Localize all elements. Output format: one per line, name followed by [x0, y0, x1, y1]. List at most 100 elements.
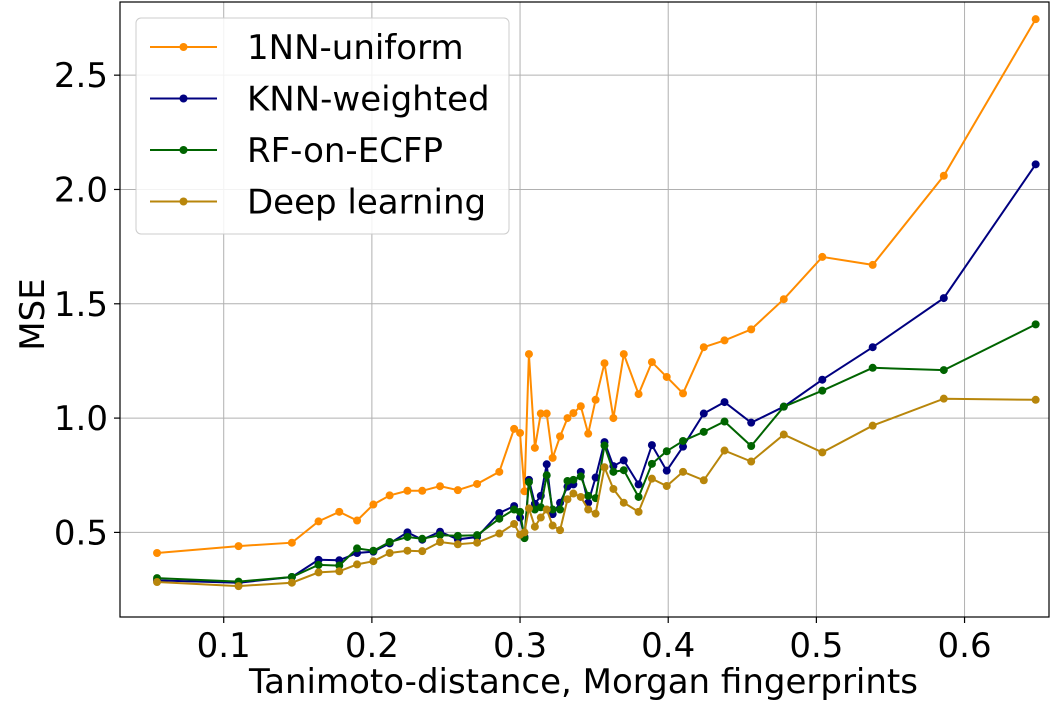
data-point-1nn-uniform — [335, 507, 344, 516]
data-point-rf-on-ecfp — [548, 505, 557, 514]
data-point-deep-learning — [453, 540, 462, 549]
data-point-rf-on-ecfp — [679, 436, 688, 445]
data-point-deep-learning — [385, 548, 394, 557]
data-point-rf-on-ecfp — [418, 534, 427, 543]
legend-swatch-marker — [179, 146, 188, 154]
data-point-rf-on-ecfp — [747, 441, 756, 450]
data-point-1nn-uniform — [868, 260, 877, 269]
data-point-1nn-uniform — [287, 538, 296, 547]
data-point-rf-on-ecfp — [473, 531, 482, 540]
data-point-rf-on-ecfp — [314, 560, 323, 569]
data-point-1nn-uniform — [591, 395, 600, 404]
data-point-1nn-uniform — [647, 358, 656, 367]
data-point-1nn-uniform — [634, 390, 643, 399]
data-point-knn-weighted — [679, 442, 688, 451]
data-point-deep-learning — [314, 568, 323, 577]
legend-entry: 1NN-uniform — [150, 28, 464, 68]
data-point-rf-on-ecfp — [335, 561, 344, 570]
data-point-deep-learning — [584, 505, 593, 514]
data-point-deep-learning — [563, 495, 572, 504]
data-point-1nn-uniform — [600, 359, 609, 368]
data-point-rf-on-ecfp — [647, 459, 656, 468]
x-tick-label: 0.5 — [789, 626, 843, 666]
y-tick-label: 1.5 — [54, 285, 108, 325]
data-point-deep-learning — [418, 547, 427, 556]
data-point-rf-on-ecfp — [818, 386, 827, 395]
data-point-1nn-uniform — [436, 482, 445, 491]
data-point-rf-on-ecfp — [868, 363, 877, 372]
data-point-1nn-uniform — [314, 517, 323, 526]
data-point-rf-on-ecfp — [662, 447, 671, 456]
data-point-rf-on-ecfp — [600, 441, 609, 450]
data-point-deep-learning — [473, 538, 482, 547]
plot-frame — [119, 1, 1050, 618]
data-point-1nn-uniform — [418, 486, 427, 495]
data-point-deep-learning — [662, 481, 671, 490]
legend-entry: Deep learning — [150, 183, 486, 223]
data-point-rf-on-ecfp — [569, 475, 578, 484]
data-point-deep-learning — [548, 521, 557, 530]
data-point-1nn-uniform — [524, 350, 533, 359]
data-point-1nn-uniform — [569, 409, 578, 418]
data-point-deep-learning — [520, 528, 529, 537]
legend-label: 1NN-uniform — [247, 28, 464, 68]
data-point-1nn-uniform — [153, 548, 162, 557]
data-point-rf-on-ecfp — [609, 467, 618, 476]
data-point-1nn-uniform — [939, 171, 948, 180]
data-point-1nn-uniform — [662, 372, 671, 381]
data-point-1nn-uniform — [530, 443, 539, 452]
legend-label: RF-on-ECFP — [247, 131, 443, 171]
data-point-deep-learning — [1031, 395, 1040, 404]
data-point-rf-on-ecfp — [516, 507, 525, 516]
data-point-rf-on-ecfp — [1031, 320, 1040, 329]
data-point-1nn-uniform — [584, 429, 593, 438]
data-point-deep-learning — [510, 519, 519, 528]
data-point-deep-learning — [530, 522, 539, 531]
data-point-deep-learning — [576, 492, 585, 501]
data-point-rf-on-ecfp — [524, 478, 533, 487]
y-tick-label: 2.5 — [54, 56, 108, 96]
data-point-deep-learning — [369, 557, 378, 566]
data-point-1nn-uniform — [403, 486, 412, 495]
data-point-deep-learning — [591, 509, 600, 518]
series-deep-learning — [153, 394, 1040, 591]
data-point-deep-learning — [569, 489, 578, 498]
data-point-knn-weighted — [647, 441, 656, 450]
data-point-rf-on-ecfp — [403, 532, 412, 541]
data-point-1nn-uniform — [720, 336, 729, 345]
data-point-rf-on-ecfp — [720, 417, 729, 426]
data-point-knn-weighted — [619, 456, 628, 465]
data-point-1nn-uniform — [747, 325, 756, 334]
data-point-rf-on-ecfp — [619, 466, 628, 475]
data-point-rf-on-ecfp — [556, 505, 565, 514]
x-tick-label: 0.6 — [938, 626, 992, 666]
y-tick-label: 0.5 — [54, 513, 108, 553]
data-point-deep-learning — [556, 526, 565, 535]
data-point-rf-on-ecfp — [779, 402, 788, 411]
data-point-deep-learning — [720, 446, 729, 455]
data-point-deep-learning — [436, 538, 445, 547]
legend-swatch-marker — [179, 197, 188, 206]
data-point-deep-learning — [779, 430, 788, 439]
data-point-1nn-uniform — [619, 350, 628, 359]
series-1nn-uniform — [153, 15, 1040, 557]
data-point-deep-learning — [403, 546, 412, 555]
data-point-rf-on-ecfp — [436, 531, 445, 540]
series-rf-on-ecfp — [153, 320, 1040, 586]
data-point-deep-learning — [524, 504, 533, 513]
data-point-deep-learning — [647, 474, 656, 483]
data-point-rf-on-ecfp — [699, 427, 708, 436]
legend-entry: RF-on-ECFP — [150, 131, 443, 171]
data-point-1nn-uniform — [369, 500, 378, 509]
data-point-rf-on-ecfp — [369, 546, 378, 555]
legend: 1NN-uniform KNN-weighted RF-on-ECFP Deep le… — [135, 17, 510, 235]
data-point-1nn-uniform — [1031, 15, 1040, 24]
data-point-rf-on-ecfp — [939, 366, 948, 375]
data-point-knn-weighted — [939, 294, 948, 303]
data-point-1nn-uniform — [453, 486, 462, 495]
data-point-1nn-uniform — [556, 432, 565, 441]
data-point-deep-learning — [335, 567, 344, 576]
data-point-deep-learning — [600, 463, 609, 472]
data-point-deep-learning — [536, 513, 545, 522]
